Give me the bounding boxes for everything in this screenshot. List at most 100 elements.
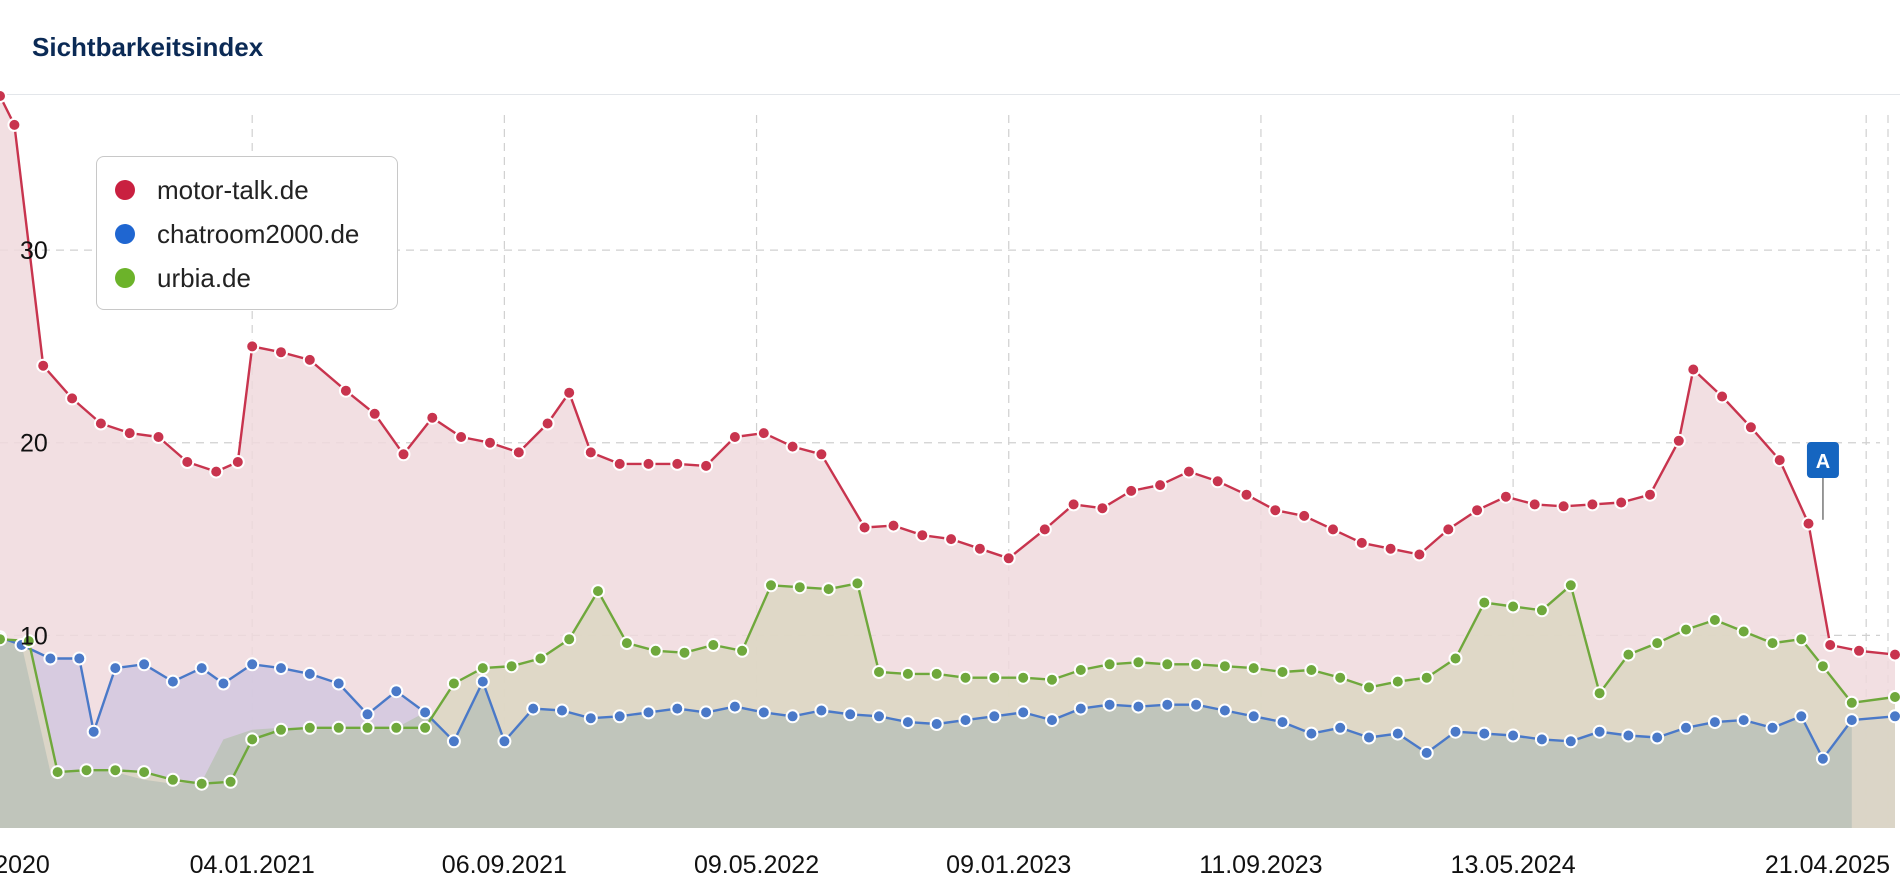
data-point [194, 776, 209, 791]
legend-item-urbia[interactable]: urbia.de [115, 263, 251, 293]
data-point [1181, 464, 1196, 479]
y-tick-label: 20 [20, 430, 48, 458]
data-point [987, 709, 1002, 724]
data-point [1736, 713, 1751, 728]
data-point [1506, 599, 1521, 614]
data-point [274, 722, 288, 737]
data-point [886, 518, 901, 533]
card-header: Sichtbarkeitsindex [0, 0, 1900, 95]
data-point [165, 772, 180, 787]
data-point [915, 528, 930, 543]
data-point [483, 435, 497, 450]
data-point [1246, 709, 1261, 724]
data-point [1362, 730, 1376, 745]
data-point [1001, 551, 1016, 566]
legend-item-chatroom2000[interactable]: chatroom2000.de [115, 219, 359, 249]
annotation-label: A [1816, 451, 1830, 473]
data-point [1815, 659, 1830, 674]
data-point [511, 445, 526, 460]
data-point [1153, 478, 1168, 493]
data-point [1246, 661, 1261, 676]
data-point [929, 717, 944, 731]
data-point [302, 720, 317, 735]
x-tick-label: 2020 [0, 851, 50, 879]
data-point [274, 661, 288, 676]
x-tick-label: 13.05.2024 [1451, 851, 1576, 879]
data-point [1765, 720, 1780, 735]
data-point [302, 666, 317, 681]
annotation-layer: A [1806, 442, 1839, 520]
data-point [1671, 433, 1686, 448]
chart-legend: motor-talk.de chatroom2000.de urbia.de [96, 156, 398, 310]
data-point [821, 582, 836, 597]
data-point [1354, 535, 1369, 550]
data-point [1131, 655, 1146, 670]
data-point [1563, 734, 1578, 749]
data-point [1556, 499, 1571, 514]
data-point [1650, 730, 1665, 745]
data-point [850, 576, 865, 591]
annotation-flag [1806, 442, 1839, 478]
x-tick-label: 04.01.2021 [190, 851, 315, 879]
tick-layer: 10 20 30 2020 04.01.2021 06.09.2021 09.05.2022… [0, 237, 1890, 879]
data-point [1563, 578, 1578, 593]
data-point [180, 455, 195, 469]
data-point [1794, 632, 1809, 647]
data-point [338, 383, 353, 398]
data-point [857, 520, 872, 535]
data-point [504, 659, 519, 674]
data-point [122, 426, 137, 441]
data-point [1650, 636, 1665, 651]
data-point [1045, 672, 1059, 687]
data-point [1823, 638, 1838, 652]
data-point [843, 707, 858, 722]
data-point [245, 732, 260, 747]
data-point [331, 676, 346, 691]
data-point [1844, 695, 1859, 710]
data-point [583, 711, 598, 726]
data-point [872, 709, 886, 724]
data-point [86, 724, 101, 739]
data-point [727, 430, 742, 444]
data-point [958, 713, 973, 728]
data-point [0, 89, 7, 103]
data-point [1239, 487, 1254, 502]
area-layer [0, 96, 1895, 828]
data-point [454, 430, 469, 444]
data-point [727, 699, 742, 714]
data-point [1794, 709, 1809, 724]
data-point [1189, 697, 1204, 712]
data-point [331, 720, 346, 735]
data-point [360, 720, 375, 735]
data-point [735, 643, 750, 658]
data-point [900, 666, 915, 681]
data-point [7, 117, 22, 132]
data-point [209, 464, 224, 479]
data-point [1477, 595, 1492, 610]
data-point [612, 709, 627, 724]
data-point [785, 439, 800, 454]
data-point [1419, 745, 1434, 760]
data-point [108, 763, 123, 778]
data-point [1037, 522, 1052, 537]
legend-item-motor-talk[interactable]: motor-talk.de [115, 175, 309, 205]
data-point [1585, 497, 1600, 512]
data-point [245, 657, 260, 672]
point-layer [0, 89, 1900, 791]
data-point [360, 707, 375, 722]
data-point [987, 670, 1002, 685]
data-point [151, 430, 166, 444]
legend-label: chatroom2000.de [157, 218, 360, 249]
data-point [1592, 686, 1607, 701]
data-point [814, 447, 829, 462]
data-point [1066, 497, 1081, 512]
data-point [194, 661, 209, 676]
legend-marker-icon [115, 268, 135, 288]
data-point [1470, 503, 1485, 518]
data-point [792, 580, 807, 595]
data-point [1679, 622, 1693, 637]
x-tick-label: 09.01.2023 [946, 851, 1071, 879]
data-point [670, 701, 685, 716]
data-point [1643, 487, 1657, 502]
